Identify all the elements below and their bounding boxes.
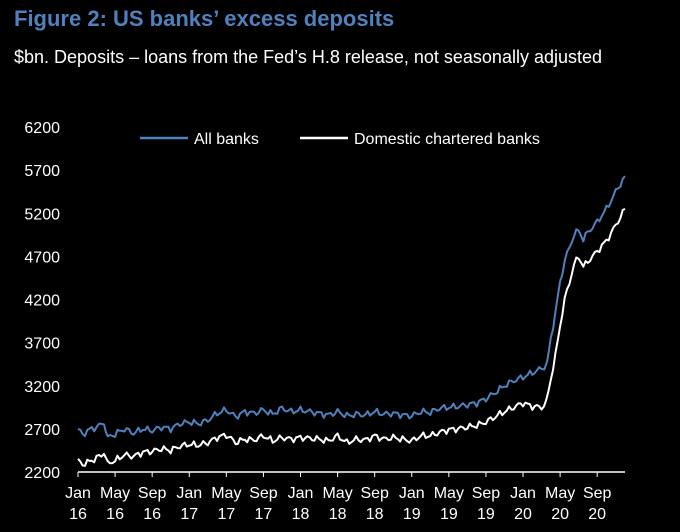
- y-tick-label: 5200: [24, 206, 60, 223]
- x-tick-month: May: [322, 485, 352, 502]
- series-lines: [77, 175, 626, 467]
- x-axis: Jan 16 May 16 Sep 16 Jan 17 May 17 Sep 17 Jan 18 May 18…: [65, 471, 625, 523]
- y-tick-label: 4700: [24, 249, 60, 266]
- x-tick-year: 20: [588, 506, 606, 523]
- x-tick-year: 17: [255, 506, 273, 523]
- chart-title: Figure 2: US banks’ excess deposits: [14, 6, 395, 31]
- x-tick-year: 16: [143, 506, 161, 523]
- chart-subtitle: $bn. Deposits – loans from the Fed’s H.8…: [14, 47, 603, 67]
- y-tick-label: 3700: [24, 336, 60, 353]
- y-tick-label: 2200: [24, 465, 60, 482]
- y-tick-label: 2700: [24, 422, 60, 439]
- x-tick-month: Jan: [288, 485, 314, 502]
- x-tick-year: 17: [217, 506, 235, 523]
- y-axis: 2200 2700 3200 3700 4200 4700 5200 5700 6200: [24, 120, 60, 482]
- x-tick-month: Sep: [249, 485, 278, 502]
- x-tick-month: May: [100, 485, 130, 502]
- x-tick-year: 16: [69, 506, 87, 523]
- y-tick-label: 6200: [24, 120, 60, 137]
- x-tick-month: May: [434, 485, 464, 502]
- x-tick-month: Jan: [399, 485, 425, 502]
- x-tick-year: 17: [180, 506, 198, 523]
- y-tick-label: 5700: [24, 163, 60, 180]
- legend: All banks Domestic chartered banks: [140, 131, 540, 148]
- x-tick-month: Jan: [176, 485, 202, 502]
- x-tick-year: 19: [477, 506, 495, 523]
- y-tick-label: 3200: [24, 379, 60, 396]
- series-line-0: [77, 175, 626, 438]
- x-tick-month: Jan: [510, 485, 536, 502]
- x-tick-month: May: [545, 485, 575, 502]
- y-tick-label: 4200: [24, 293, 60, 310]
- x-tick-month: Sep: [138, 485, 167, 502]
- x-tick-month: Sep: [583, 485, 612, 502]
- legend-label-1: Domestic chartered banks: [354, 131, 540, 148]
- x-tick-year: 18: [329, 506, 347, 523]
- legend-label-0: All banks: [194, 131, 259, 148]
- x-tick-year: 19: [403, 506, 421, 523]
- x-tick-month: Sep: [360, 485, 389, 502]
- x-tick-year: 20: [551, 506, 569, 523]
- x-tick-year: 19: [440, 506, 458, 523]
- series-line-1: [77, 207, 626, 467]
- x-tick-year: 16: [106, 506, 124, 523]
- x-tick-year: 18: [292, 506, 310, 523]
- x-tick-month: Sep: [472, 485, 501, 502]
- x-tick-month: May: [211, 485, 241, 502]
- x-tick-year: 20: [514, 506, 532, 523]
- x-tick-month: Jan: [65, 485, 91, 502]
- x-tick-year: 18: [366, 506, 384, 523]
